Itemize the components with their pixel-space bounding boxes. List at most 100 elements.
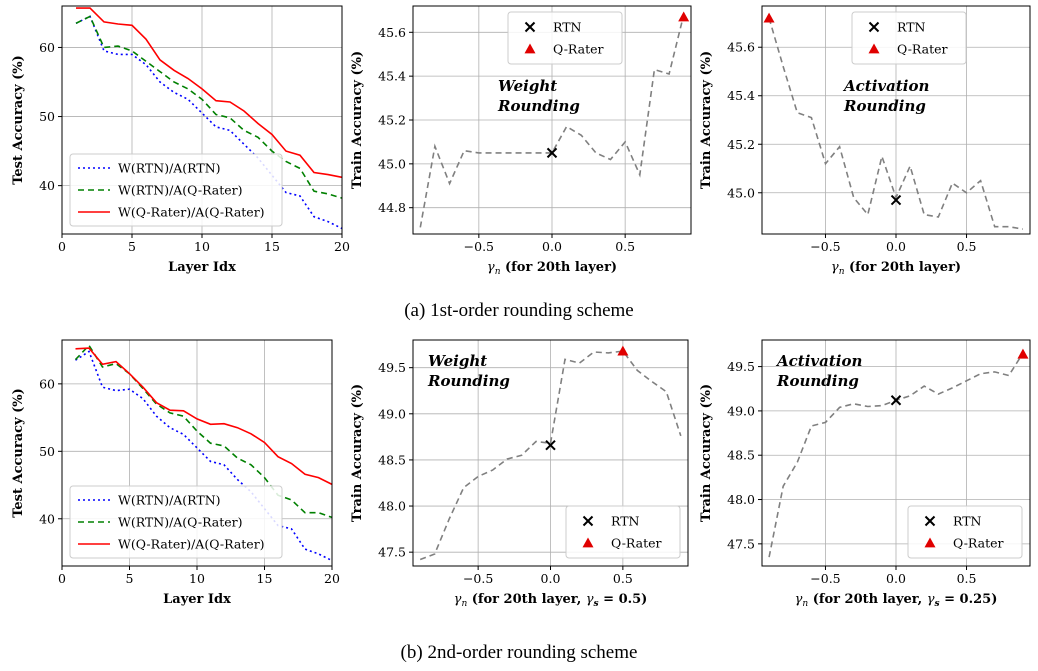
y-tick-label: 45.6 [378,25,406,40]
y-tick-label: 40 [39,511,55,526]
annotation-text: Rounding [497,97,580,115]
x-tick-label: 15 [264,239,280,254]
axes-frame [412,5,692,235]
qrater-marker [678,11,690,22]
annotation-text: Rounding [776,372,859,390]
rtn-marker [890,395,902,406]
y-axis-label: Train Accuracy (%) [350,384,365,522]
y-tick-label: 45.6 [727,40,755,55]
series-line-series-2 [76,7,343,179]
legend-box [907,505,1023,559]
x-tick-label: −0.5 [464,239,494,254]
chart-b-left: 0 5 10 15 20 40 50 60 Layer Idx Test Accuracy (%)… [11,339,340,607]
chart-a-mid: −0.5 0.0 0.5 44.8 45.0 45.2 45.4 45.6 Weight Roun… [350,5,692,277]
axes-frame [61,5,343,235]
y-tick-label: 48.5 [727,448,755,463]
y-tick-label: 45.0 [378,156,406,171]
annotation-text: Activation [775,352,862,370]
rtn-marker [545,439,556,451]
legend-marker [924,515,936,527]
annotation-text: Activation [842,77,929,95]
x-tick-label: 15 [257,571,273,586]
annotation-text: Weight [498,77,557,95]
x-tick-label: 0 [58,571,66,586]
y-tick-label: 50 [39,444,55,459]
y-axis-label: Train Accuracy (%) [350,51,365,189]
y-tick-label: 45.2 [727,137,755,152]
legend-label: W(RTN)/A(RTN) [118,161,221,176]
rtn-marker [890,194,902,206]
y-tick-label: 60 [39,40,55,55]
x-tick-label: 0.5 [957,571,977,586]
x-axis-label: γn (for 20th layer, γs = 0.5) [454,592,648,609]
caption-b: (b) 2nd-order rounding scheme [400,642,638,663]
x-axis-label: γn (for 20th layer, γs = 0.25) [795,592,998,609]
legend-label: W(Q-Rater)/A(Q-Rater) [118,537,265,552]
legend-marker [524,21,536,33]
y-tick-label: 49.0 [727,403,755,418]
caption-a: (a) 1st-order rounding scheme [404,300,634,321]
legend-marker [582,515,594,527]
qrater-marker [617,345,629,356]
y-axis-label: Train Accuracy (%) [699,51,714,189]
x-tick-label: 10 [189,571,205,586]
x-tick-label: −0.5 [463,571,493,586]
legend-box [507,11,623,65]
legend-label: Q-Rater [897,42,948,57]
legend-label: W(RTN)/A(Q-Rater) [118,183,243,198]
chart-b-right: −0.5 0.0 0.5 47.5 48.0 48.5 49.0 49.5 Activation… [699,339,1031,609]
series-line-series-2 [75,347,333,486]
legend-box [69,485,283,559]
x-tick-label: 0.5 [957,239,977,254]
y-tick-label: 45.2 [378,113,406,128]
x-tick-label: −0.5 [810,239,840,254]
axes-frame [761,339,1031,567]
y-axis-label: Test Accuracy (%) [11,55,26,185]
x-tick-label: 20 [324,571,340,586]
legend-marker [924,537,936,548]
axes-frame [761,5,1031,235]
legend-marker [582,537,594,548]
legend-label: Q-Rater [611,536,662,551]
axes-frame [61,339,333,567]
legend-label: W(Q-Rater)/A(Q-Rater) [118,205,265,220]
x-tick-label: 5 [126,571,134,586]
y-tick-label: 45.4 [727,88,755,103]
x-tick-label: 10 [194,239,210,254]
series-line-series-0 [75,350,333,562]
legend-label: RTN [553,20,582,35]
y-tick-label: 49.0 [378,406,406,421]
y-axis-label: Train Accuracy (%) [699,384,714,522]
chart-b-mid: −0.5 0.0 0.5 47.5 48.0 48.5 49.0 49.5 Weight Roun… [350,339,689,609]
annotation-text: Rounding [427,372,510,390]
y-tick-label: 47.5 [378,545,406,560]
y-axis-label: Test Accuracy (%) [11,388,26,518]
y-tick-label: 48.0 [727,492,755,507]
x-tick-label: 5 [128,239,136,254]
x-axis-label: Layer Idx [168,260,236,275]
legend-label: Q-Rater [553,42,604,57]
x-tick-label: −0.5 [810,571,840,586]
legend-marker [868,43,880,54]
x-tick-label: 0 [58,239,66,254]
x-tick-label: 0.0 [541,571,561,586]
y-tick-label: 60 [39,376,55,391]
qrater-marker [763,12,775,23]
legend-box [851,11,967,65]
legend-box [69,153,283,227]
y-tick-label: 48.0 [378,499,406,514]
legend-label: RTN [953,514,982,529]
chart-a-right: −0.5 0.0 0.5 45.0 45.2 45.4 45.6 Activation Roun… [699,5,1031,277]
series-line-sweep [768,17,1024,230]
axes-frame [412,339,689,567]
y-tick-label: 45.0 [727,185,755,200]
y-tick-label: 40 [39,178,55,193]
x-tick-label: 0.5 [615,239,635,254]
legend-label: Q-Rater [953,536,1004,551]
series-line-series-1 [75,15,343,199]
x-axis-label: γn (for 20th layer) [831,260,961,277]
rtn-marker [546,147,558,159]
series-line-sweep [419,350,682,561]
legend-marker [868,21,880,33]
